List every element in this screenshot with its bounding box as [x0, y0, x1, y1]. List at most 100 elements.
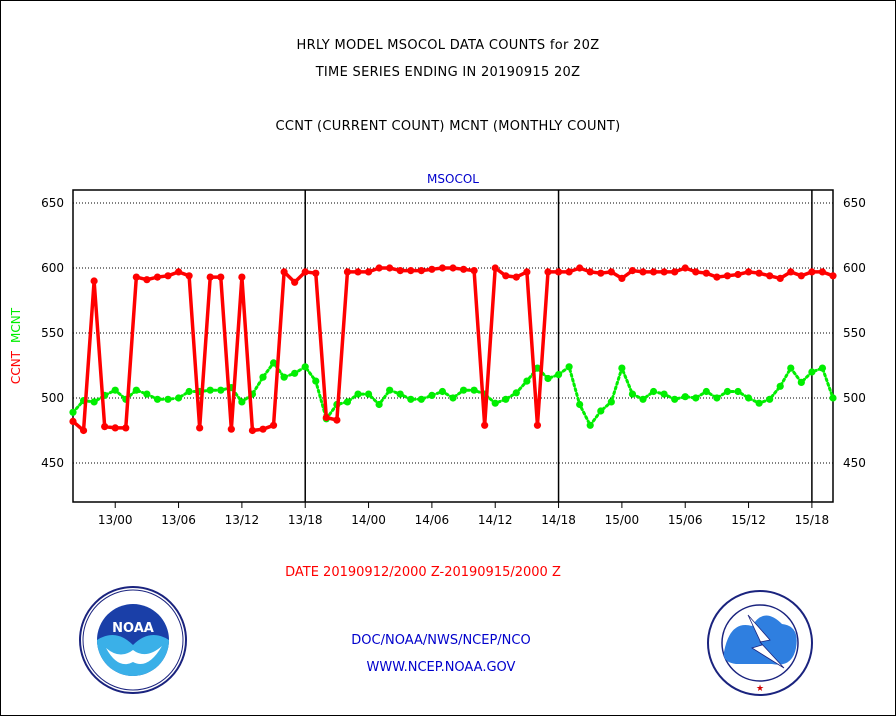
data-point-ccnt	[544, 268, 552, 276]
data-point-mcnt	[386, 386, 394, 394]
chart-subtitle: CCNT (CURRENT COUNT) MCNT (MONTHLY COUNT…	[275, 119, 621, 134]
data-point-ccnt	[174, 268, 183, 276]
data-point-mcnt	[132, 386, 140, 394]
data-point-mcnt	[69, 408, 77, 416]
data-point-mcnt	[354, 390, 362, 398]
data-point-ccnt	[386, 264, 394, 272]
data-point-ccnt	[407, 267, 415, 275]
data-point-ccnt	[227, 425, 235, 433]
data-point-mcnt	[280, 373, 288, 381]
data-point-ccnt	[692, 268, 700, 276]
plot-label: MSOCOL	[427, 172, 479, 186]
data-point-mcnt	[143, 390, 151, 398]
data-point-ccnt	[291, 278, 299, 286]
y-tick-right-600: 600	[843, 261, 866, 275]
data-point-mcnt	[502, 395, 510, 403]
data-point-ccnt	[523, 268, 531, 276]
data-point-ccnt	[639, 268, 647, 276]
data-point-mcnt	[417, 395, 425, 403]
series-line-ccnt	[71, 266, 834, 433]
data-point-mcnt	[808, 368, 816, 376]
y-tick-left-550: 550	[41, 326, 64, 340]
data-point-ccnt	[417, 267, 425, 275]
data-point-mcnt	[438, 387, 447, 396]
data-point-ccnt	[301, 268, 309, 276]
data-point-ccnt	[79, 426, 88, 435]
data-point-ccnt	[702, 269, 710, 277]
data-point-ccnt	[744, 268, 753, 276]
data-point-mcnt	[628, 390, 637, 398]
chart-title-line2: TIME SERIES ENDING IN 20190915 20Z	[315, 65, 581, 80]
data-point-ccnt	[713, 273, 721, 281]
data-point-ccnt	[533, 421, 542, 429]
data-point-mcnt	[312, 377, 320, 385]
data-point-mcnt	[111, 386, 119, 394]
data-point-mcnt	[269, 359, 278, 367]
data-point-ccnt	[459, 265, 468, 273]
data-point-mcnt	[692, 394, 700, 402]
data-point-ccnt	[808, 268, 816, 276]
data-point-mcnt	[671, 395, 679, 403]
data-point-ccnt	[333, 416, 341, 424]
data-point-mcnt	[618, 364, 626, 372]
data-point-mcnt	[554, 371, 563, 379]
x-tick-14-06: 14/06	[415, 513, 450, 527]
data-point-mcnt	[238, 398, 246, 406]
data-point-ccnt	[649, 268, 658, 276]
data-point-mcnt	[164, 395, 172, 403]
x-tick-14-18: 14/18	[541, 513, 576, 527]
data-point-ccnt	[818, 268, 827, 276]
data-point-ccnt	[396, 267, 404, 275]
data-point-ccnt	[438, 264, 447, 272]
plot-border	[72, 189, 834, 503]
data-point-mcnt	[649, 387, 658, 396]
data-point-mcnt	[586, 421, 594, 429]
data-point-ccnt	[375, 264, 383, 272]
data-point-mcnt	[797, 378, 805, 386]
data-point-ccnt	[797, 272, 805, 280]
data-point-ccnt	[322, 413, 330, 422]
data-point-mcnt	[787, 364, 795, 372]
data-point-ccnt	[185, 272, 193, 280]
data-point-ccnt	[787, 268, 795, 276]
data-point-ccnt	[354, 268, 362, 276]
y-axis-label-ccnt: CCNT	[9, 350, 23, 384]
data-point-ccnt	[122, 424, 130, 432]
data-point-mcnt	[512, 389, 520, 397]
data-point-ccnt	[101, 423, 109, 431]
data-point-ccnt	[660, 268, 668, 276]
data-point-mcnt	[597, 407, 605, 415]
data-point-ccnt	[565, 268, 573, 276]
data-point-ccnt	[829, 272, 837, 280]
y-tick-left-650: 650	[41, 196, 64, 210]
data-point-ccnt	[776, 274, 784, 282]
y-tick-right-650: 650	[843, 196, 866, 210]
website-link[interactable]: WWW.NCEP.NOAA.GOV	[366, 660, 516, 675]
data-point-ccnt	[269, 421, 278, 429]
data-point-ccnt	[312, 269, 320, 277]
data-point-mcnt	[660, 390, 668, 398]
data-point-ccnt	[681, 264, 689, 272]
x-tick-15-06: 15/06	[668, 513, 703, 527]
y-tick-right-550: 550	[843, 326, 866, 340]
data-point-ccnt	[143, 276, 151, 284]
data-point-mcnt	[565, 363, 573, 371]
x-tick-15-00: 15/00	[605, 513, 640, 527]
data-point-mcnt	[744, 394, 753, 402]
y-tick-left-600: 600	[41, 261, 64, 275]
y-axis-label: CCNT MCNT	[9, 307, 23, 384]
data-point-mcnt	[639, 395, 647, 403]
data-point-ccnt	[628, 267, 637, 275]
data-point-ccnt	[343, 268, 352, 276]
data-point-ccnt	[597, 269, 605, 277]
data-point-mcnt	[407, 395, 415, 403]
data-point-ccnt	[259, 425, 267, 433]
data-point-mcnt	[829, 394, 837, 402]
data-point-ccnt	[428, 265, 436, 273]
data-point-ccnt	[164, 272, 172, 280]
data-point-mcnt	[153, 395, 162, 403]
data-point-ccnt	[755, 269, 763, 277]
data-point-mcnt	[470, 386, 478, 394]
x-tick-15-12: 15/12	[731, 513, 766, 527]
data-point-ccnt	[618, 274, 626, 282]
